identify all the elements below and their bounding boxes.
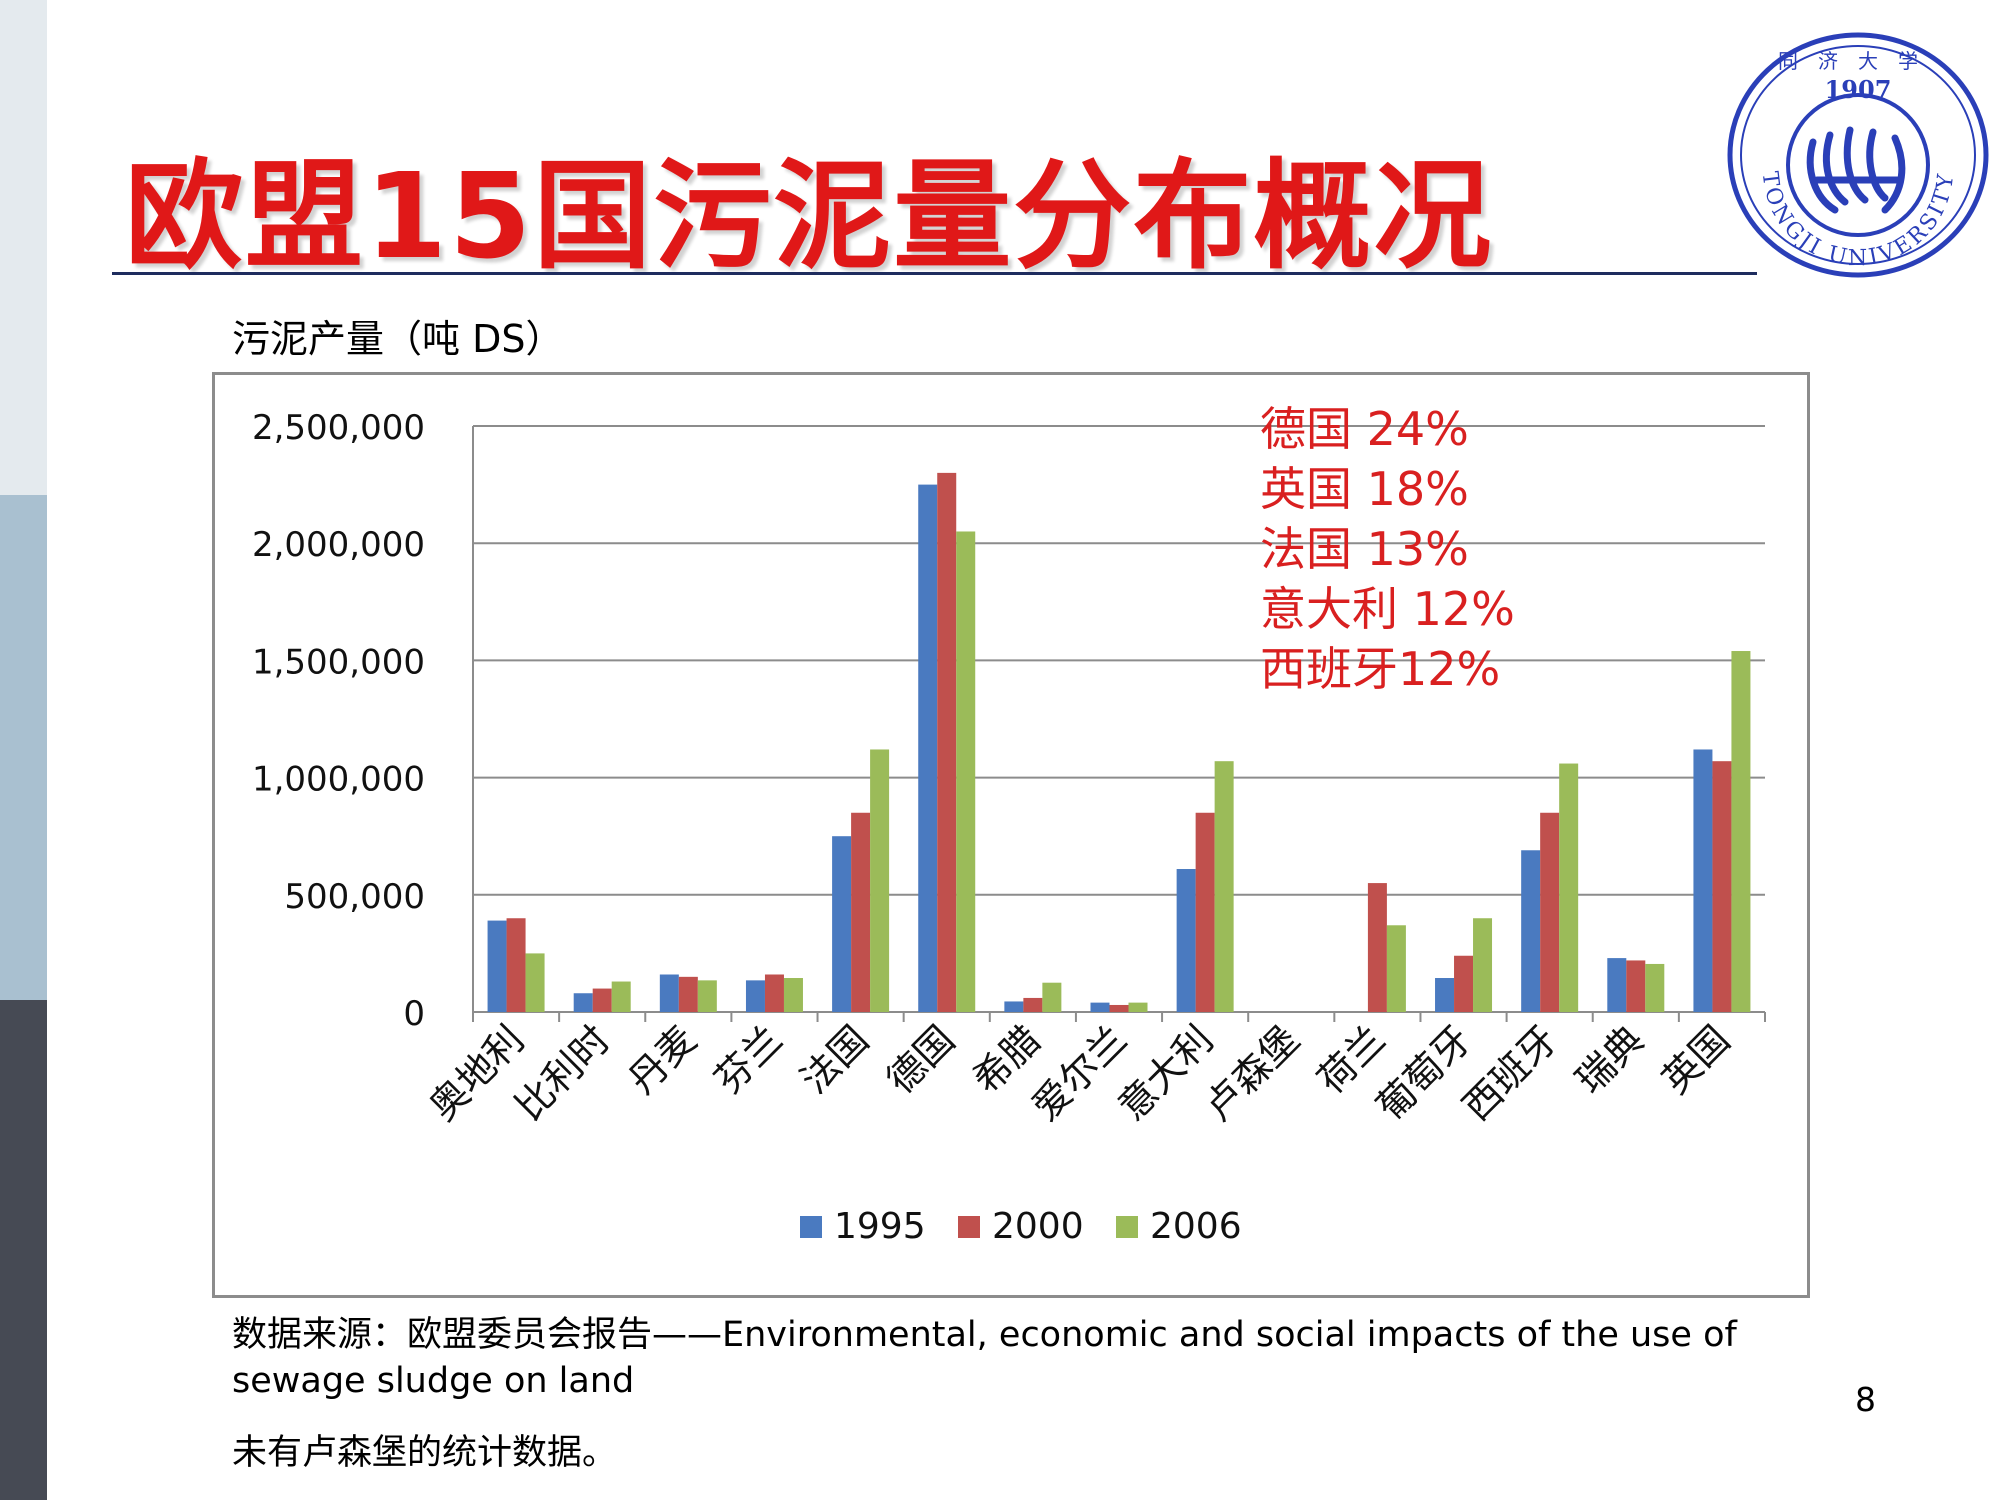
bar-2000-13 — [1540, 812, 1560, 1012]
bar-1995-4 — [745, 980, 765, 1012]
y-tick-label: 2,000,000 — [252, 525, 425, 565]
logo-emblem-icon — [1806, 126, 1906, 214]
bar-chart: 0 500,000 1,000,000 1,500,000 2,000,000 2,500… — [252, 402, 1766, 1247]
y-tick-label: 0 — [403, 994, 425, 1034]
bar-2006-15 — [1731, 651, 1751, 1012]
share-annotation: 英国 18% — [1260, 462, 1469, 516]
legend-label-1995: 1995 — [834, 1206, 926, 1247]
bar-2000-14 — [1626, 960, 1646, 1012]
bar-1995-9 — [1176, 869, 1196, 1012]
bar-2000-8 — [1109, 1004, 1129, 1012]
bar-1995-1 — [487, 920, 507, 1012]
logo-year: 1907 — [1825, 75, 1892, 104]
slide-title: 欧盟15国污泥量分布概况 — [125, 147, 1494, 285]
bar-2000-3 — [678, 976, 698, 1012]
x-category-label: 法国 — [792, 1017, 877, 1102]
bar-1995-12 — [1435, 978, 1455, 1012]
x-category-label: 芬兰 — [706, 1017, 791, 1102]
bar-2000-2 — [592, 988, 612, 1012]
share-annotation: 法国 13% — [1260, 522, 1469, 576]
chart-frame: 0 500,000 1,000,000 1,500,000 2,000,000 2,500… — [212, 372, 1810, 1298]
page-number: 8 — [1855, 1380, 1876, 1419]
y-tick-label: 500,000 — [284, 877, 425, 917]
bar-2006-8 — [1128, 1002, 1148, 1012]
x-category-label: 卢森堡 — [1196, 1017, 1308, 1129]
sidebar-band-bottom — [0, 1000, 47, 1500]
share-annotation: 德国 24% — [1260, 402, 1469, 456]
title-underline — [112, 272, 1757, 275]
bar-2000-6 — [937, 472, 957, 1012]
share-annotation: 西班牙12% — [1260, 642, 1500, 696]
x-category-label: 爱尔兰 — [1024, 1017, 1136, 1129]
bar-2006-3 — [697, 980, 717, 1012]
legend-label-2006: 2006 — [1150, 1206, 1242, 1247]
legend-label-2000: 2000 — [992, 1206, 1084, 1247]
x-category-label: 丹麦 — [620, 1017, 705, 1102]
tongji-university-logo: 1907 同济大学 TONGJI UNIVERSITY — [1727, 32, 1989, 278]
footnote: 未有卢森堡的统计数据。 — [232, 1433, 618, 1473]
bar-2006-7 — [1042, 982, 1062, 1012]
x-category-label: 比利时 — [507, 1017, 619, 1129]
data-source-note: 数据来源：欧盟委员会报告——Environmental, economic an… — [232, 1315, 1737, 1401]
bar-2006-13 — [1559, 763, 1579, 1012]
bar-1995-3 — [659, 974, 679, 1012]
legend-swatch-2006 — [1116, 1216, 1138, 1238]
bar-2000-12 — [1454, 955, 1474, 1012]
bar-1995-5 — [832, 836, 852, 1012]
bar-2000-5 — [851, 812, 871, 1012]
x-category-label: 意大利 — [1110, 1017, 1222, 1129]
y-axis-unit-label: 污泥产量（吨 DS） — [232, 317, 564, 361]
legend-swatch-2000 — [958, 1216, 980, 1238]
y-tick-label: 1,500,000 — [252, 642, 425, 682]
bar-2006-11 — [1386, 925, 1406, 1012]
bar-2000-1 — [506, 918, 526, 1012]
bar-2006-5 — [870, 749, 890, 1012]
sidebar-band-top — [0, 0, 47, 495]
bar-2006-2 — [611, 981, 631, 1012]
y-tick-label: 1,000,000 — [252, 760, 425, 800]
bar-1995-6 — [918, 484, 938, 1013]
bar-2006-6 — [956, 531, 976, 1012]
bar-2006-9 — [1214, 761, 1234, 1012]
logo-seal-chars: 同济大学 — [1778, 49, 1938, 73]
bar-1995-15 — [1693, 749, 1713, 1012]
bar-2006-14 — [1645, 963, 1665, 1012]
bar-2000-11 — [1367, 883, 1387, 1012]
bar-1995-2 — [573, 993, 593, 1012]
bar-2006-12 — [1473, 918, 1493, 1012]
bar-2006-4 — [783, 978, 803, 1012]
x-category-label: 德国 — [878, 1017, 963, 1102]
sidebar-band-middle — [0, 495, 47, 1000]
bar-2000-15 — [1712, 761, 1732, 1012]
bar-1995-14 — [1607, 958, 1627, 1012]
x-category-label: 英国 — [1653, 1017, 1738, 1102]
x-category-label: 葡萄牙 — [1368, 1017, 1480, 1129]
bar-2006-1 — [525, 953, 545, 1012]
legend-swatch-1995 — [800, 1216, 822, 1238]
bar-1995-7 — [1004, 1001, 1024, 1012]
y-tick-label: 2,500,000 — [252, 408, 425, 448]
bar-2000-7 — [1023, 997, 1043, 1012]
x-category-label: 瑞典 — [1567, 1017, 1652, 1102]
share-annotation: 意大利 12% — [1260, 582, 1515, 636]
bar-2000-4 — [764, 974, 784, 1012]
bar-1995-13 — [1521, 850, 1541, 1012]
x-category-label: 奥地利 — [421, 1017, 533, 1129]
x-category-label: 西班牙 — [1454, 1017, 1566, 1129]
bar-1995-8 — [1090, 1002, 1110, 1012]
bar-2000-9 — [1195, 812, 1215, 1012]
